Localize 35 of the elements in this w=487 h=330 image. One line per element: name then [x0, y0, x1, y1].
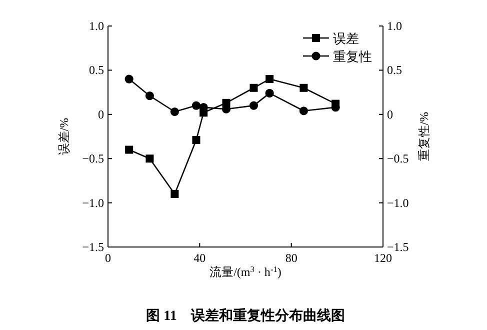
y-tick-label: −0.5 [82, 152, 104, 166]
y2-tick-label: 0 [387, 107, 393, 122]
x-tick-label: 120 [374, 251, 392, 265]
y-tick-label: 0 [98, 107, 104, 122]
y-tick-label: −1.5 [82, 240, 104, 254]
y2-tick-label: −1.0 [387, 196, 409, 210]
point [192, 101, 201, 110]
point [192, 136, 200, 144]
y2-axis-title: 重复性/% [417, 112, 431, 162]
y2-tick-label: −0.5 [387, 152, 409, 166]
x-tick-label: 40 [194, 251, 206, 265]
y-tick-label: 1.0 [89, 19, 104, 33]
y-axis-title: 误差/% [57, 118, 71, 156]
point [125, 146, 134, 154]
point [300, 84, 308, 92]
point [170, 190, 179, 198]
legend-label: 重复性 [333, 49, 372, 64]
y2-tick-label: 1.0 [387, 19, 402, 33]
y2-tick-label: 0.5 [387, 63, 402, 78]
point [266, 75, 274, 84]
point [170, 107, 179, 116]
point [265, 88, 274, 98]
point [145, 92, 154, 100]
point [249, 101, 258, 110]
x-axis-title: 流量/(m$^{3}$ · h$^{-1}$) [210, 264, 282, 279]
point [299, 106, 308, 116]
y-tick-label: −1.0 [82, 196, 104, 210]
x-tick-label: 80 [285, 251, 298, 265]
y-tick-label: 0.5 [89, 63, 104, 78]
legend-label: 误差 [333, 31, 359, 46]
point [250, 84, 258, 92]
y2-tick-label: −1.5 [387, 240, 409, 254]
text: 图 11 误差和重复性分布曲线图 [146, 308, 345, 324]
point [124, 74, 134, 84]
point [146, 154, 154, 163]
